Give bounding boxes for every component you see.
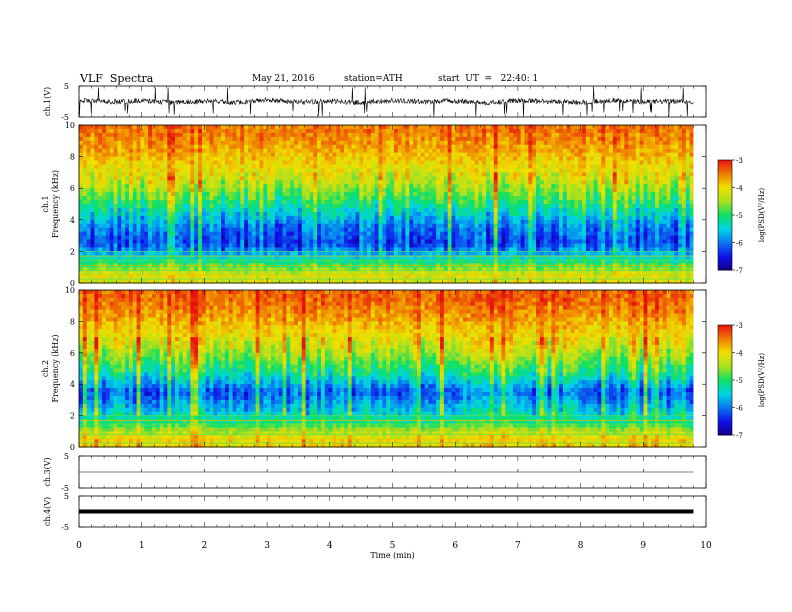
- y-axis-label: ch.1(V): [43, 87, 52, 116]
- y-tick-label: 4: [70, 216, 75, 225]
- colorbar-tick-label: -4: [736, 185, 743, 193]
- y-tick-label: 10: [65, 286, 75, 295]
- x-tick-label: 0: [76, 541, 82, 551]
- colorbar-tick-label: -4: [736, 350, 743, 358]
- chart-title: VLF Spectra: [80, 72, 154, 85]
- y-tick-label: 5: [64, 492, 69, 501]
- spectrogram-ch.1: [79, 125, 706, 284]
- colorbar-label: log(PSD(V²/Hz): [758, 188, 766, 243]
- colorbar-tick-label: -3: [736, 157, 743, 165]
- colorbar-tick-label: -7: [736, 267, 743, 275]
- y-tick-label: 2: [70, 412, 75, 421]
- x-tick-label: 4: [327, 541, 333, 551]
- x-tick-label: 1: [139, 541, 145, 551]
- y-tick-label: -5: [61, 484, 69, 493]
- colorbar-tick-label: -6: [736, 405, 743, 413]
- x-tick-label: 9: [640, 541, 646, 551]
- x-tick-label: 5: [390, 541, 396, 551]
- y-tick-label: 6: [70, 349, 75, 358]
- y-tick-label: -5: [61, 523, 69, 532]
- channel-label: ch.1: [41, 195, 50, 212]
- waveform-0: [78, 87, 694, 117]
- y-axis-label: ch.4(V): [43, 497, 52, 526]
- colorbar-tick-label: -7: [736, 432, 743, 440]
- spectrogram-ch.2: [79, 290, 706, 448]
- y-axis-label: Frequency (kHz): [51, 170, 60, 238]
- x-tick-label: 3: [264, 541, 270, 551]
- x-tick-label: 2: [202, 541, 208, 551]
- y-tick-label: 10: [65, 121, 75, 130]
- ch1-waveform-line: [78, 87, 694, 117]
- colorbar-ch.2: [717, 324, 735, 436]
- x-axis-label: Time (min): [370, 551, 414, 560]
- y-tick-label: 0: [70, 443, 75, 452]
- colorbar-tick-label: -6: [736, 240, 743, 248]
- y-tick-label: 8: [70, 153, 75, 162]
- colorbar-tick-label: -3: [736, 322, 743, 330]
- waveform-3: [79, 469, 694, 473]
- channel-label: ch.2: [41, 360, 50, 377]
- start-time-label: start UT = 22:40: 1: [438, 74, 539, 84]
- colorbar-label: log(PSD(V²/Hz): [758, 353, 766, 408]
- colorbar-tick-label: -5: [736, 212, 743, 220]
- station-label: station=ATH: [344, 74, 403, 84]
- y-axis-label: Frequency (kHz): [51, 334, 60, 402]
- x-tick-label: 6: [452, 541, 458, 551]
- y-tick-label: 2: [70, 247, 75, 256]
- y-axis-label: ch.3(V): [43, 457, 52, 486]
- colorbar-ch.1: [717, 159, 735, 271]
- y-tick-label: 4: [70, 380, 75, 389]
- x-tick-label: 8: [578, 541, 584, 551]
- colorbar-tick-label: -5: [736, 377, 743, 385]
- y-tick-label: 5: [64, 452, 69, 461]
- y-tick-label: 0: [70, 279, 75, 288]
- date-label: May 21, 2016: [252, 74, 315, 84]
- y-tick-label: -5: [61, 113, 69, 122]
- y-tick-label: 5: [64, 82, 69, 91]
- x-tick-label: 7: [515, 541, 521, 551]
- x-tick-label: 10: [700, 541, 712, 551]
- y-tick-label: 8: [70, 317, 75, 326]
- y-tick-label: 6: [70, 184, 75, 193]
